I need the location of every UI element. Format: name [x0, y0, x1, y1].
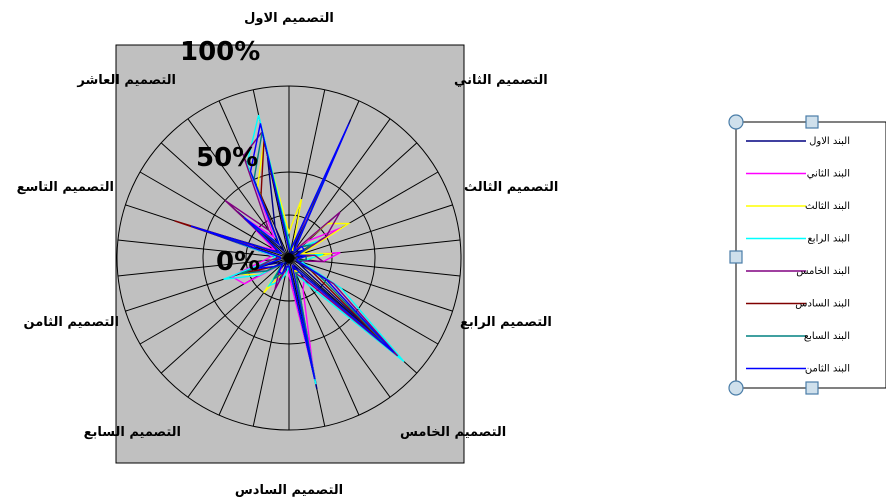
legend-entry-label: البند الثاني — [807, 169, 850, 180]
grid-spoke — [117, 257, 290, 277]
resize-handle-top-middle[interactable] — [805, 115, 819, 129]
legend-entry-label: البند الاول — [809, 136, 850, 147]
resize-handle-bottom-middle[interactable] — [805, 381, 819, 395]
legend-entry-label: البند الخامس — [796, 266, 850, 277]
grid-spoke — [252, 257, 290, 427]
grid-spoke — [117, 239, 290, 259]
category-label: التصميم الثامن — [24, 315, 119, 330]
grid-spoke — [288, 142, 418, 259]
category-label: التصميم التاسع — [17, 180, 114, 195]
grid-spoke — [187, 118, 290, 259]
radial-tick-label: 50% — [196, 143, 258, 173]
category-label: التصميم الخامس — [400, 425, 506, 440]
radial-tick-label: 100% — [180, 37, 260, 67]
category-label: التصميم السادس — [235, 483, 343, 498]
resize-handle-middle-left[interactable] — [729, 250, 743, 264]
resize-handle-bottom-left[interactable] — [728, 380, 744, 396]
grid-spoke — [160, 257, 290, 374]
category-label: التصميم الثالث — [464, 180, 558, 195]
series-line-8 — [190, 123, 395, 380]
legend-entry-label: البند السادس — [795, 299, 850, 310]
grid-spoke — [288, 257, 360, 416]
category-label: التصميم الرابع — [460, 315, 552, 330]
series-layer — [174, 114, 405, 390]
legend-entry-label: البند الثالث — [805, 201, 850, 212]
grid-spoke — [288, 118, 391, 259]
legend[interactable]: البند الاول البند الثاني البند الثالث البند… — [728, 114, 886, 396]
category-label: التصميم الاول — [244, 11, 334, 26]
legend-entry-label: البند الرابع — [807, 234, 850, 245]
category-labels: التصميم الاول التصميم الثاني التصميم الثال… — [17, 11, 559, 498]
radar-center — [284, 253, 294, 263]
resize-handle-top-left[interactable] — [728, 114, 744, 130]
grid-spoke — [288, 204, 453, 259]
grid-spoke — [288, 257, 391, 398]
category-label: التصميم العاشر — [76, 73, 176, 88]
legend-entry-label: البند السابع — [804, 331, 850, 342]
category-label: التصميم الثاني — [454, 73, 548, 88]
category-label: التصميم السابع — [84, 425, 181, 440]
radial-tick-label: 0% — [216, 247, 260, 277]
grid-spoke — [288, 89, 326, 259]
grid-spoke — [139, 171, 290, 259]
legend-entry-label: البند الثامن — [805, 364, 850, 375]
radial-tick-labels: 0% 50% 100% — [180, 37, 260, 277]
legend-frame[interactable] — [735, 121, 886, 389]
grid-spoke — [288, 257, 453, 312]
